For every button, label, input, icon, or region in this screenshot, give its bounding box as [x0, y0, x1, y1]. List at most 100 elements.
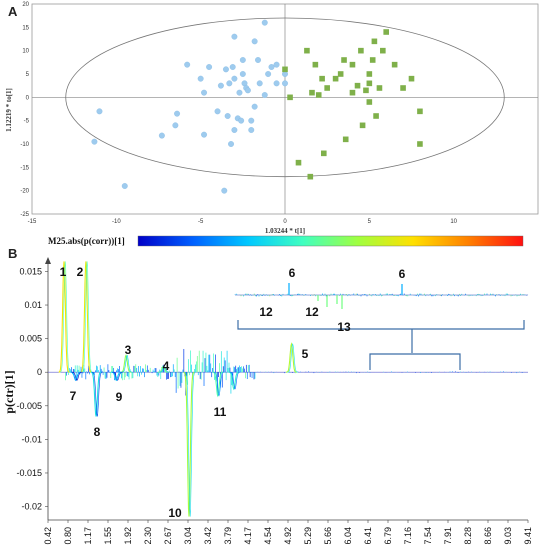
point-blue-39	[221, 187, 228, 194]
peak-label-3: 3	[125, 343, 132, 357]
panel-b-axes	[45, 257, 528, 521]
point-blue-6	[184, 61, 191, 68]
point-green-10	[324, 85, 330, 91]
point-blue-15	[226, 80, 233, 87]
peak-label-1: 1	[60, 265, 67, 279]
panel-a-axes	[32, 4, 538, 214]
point-blue-29	[248, 117, 255, 124]
b-ytick-label: -0.015	[16, 468, 42, 478]
b-xtick-label: 2.30	[143, 527, 153, 545]
inset-label: 6	[399, 267, 406, 281]
peak-2	[80, 261, 92, 373]
point-blue-33	[255, 57, 261, 63]
a-ytick-label: -5	[24, 119, 30, 125]
point-blue-25	[239, 71, 246, 77]
a-ytick-label: -10	[20, 142, 29, 148]
b-xtick-label: 9.03	[503, 527, 513, 545]
point-blue-19	[231, 75, 238, 82]
b-xtick-label: 1.92	[123, 527, 133, 545]
panel-a-xlabel: 1.03244 * t[1]	[265, 227, 305, 235]
peak-label-13: 13	[337, 320, 351, 334]
b-yaxis-arrow	[45, 257, 51, 264]
peak-11	[212, 371, 224, 398]
panel-a-points	[91, 19, 423, 194]
panel-a-letter: A	[8, 4, 18, 19]
peak-shadow-8	[91, 371, 103, 417]
point-green-12	[337, 71, 344, 77]
peak-label-4: 4	[163, 359, 170, 373]
panel-b-trace	[58, 261, 526, 517]
point-blue-11	[214, 108, 221, 115]
point-blue-38	[273, 80, 280, 87]
panel-a-ticks: -15 -10 -5 0 5 10 -25 -20 -15 -10 -5 0 5 10 15 20	[20, 2, 457, 225]
point-blue-5	[174, 110, 181, 117]
point-blue-24	[239, 57, 246, 63]
a-xtick-label: 10	[450, 219, 457, 225]
point-green-3	[304, 47, 310, 54]
point-green-11	[332, 75, 339, 82]
a-ytick-label: 20	[22, 2, 29, 8]
panel-a-ylabel: 1.12219 * to[1]	[5, 88, 13, 132]
peak-labels: 1 2 3 4 5 7 8 9 10 11 13	[60, 265, 351, 520]
point-blue-34	[256, 80, 263, 87]
point-blue-4	[172, 122, 179, 129]
point-green-4	[307, 173, 314, 180]
point-green-27	[383, 29, 389, 35]
a-xtick-label: -5	[198, 219, 204, 225]
peak-label-7: 7	[70, 389, 77, 403]
colorbar-title: M25.abs(p(corr))[1]	[48, 236, 125, 246]
point-blue-18	[231, 33, 238, 40]
b-ytick-label: -0.02	[21, 502, 42, 512]
panel-b-letter: B	[8, 246, 17, 261]
inset-label: 6	[289, 266, 296, 280]
peak-8	[90, 371, 102, 417]
peak-shadow-1	[59, 261, 71, 373]
point-blue-32	[251, 103, 258, 110]
peak-3	[120, 354, 132, 373]
panel-b-ticks: 0.42 0.80 1.17 1.55 1.92 2.30 2.67 3.04 3.42 3.79…	[16, 266, 533, 544]
point-green-22	[369, 57, 376, 63]
peak-label-8: 8	[94, 425, 101, 439]
point-green-31	[417, 141, 423, 147]
point-green-0	[282, 66, 288, 73]
peak-shadow-7	[71, 371, 83, 381]
peak-shadow-3	[121, 354, 133, 373]
peak-shadow-12	[229, 371, 241, 390]
peak-5	[286, 342, 297, 373]
a-ytick-label: 15	[22, 25, 29, 31]
peak-label-5: 5	[302, 347, 309, 361]
point-green-1	[287, 94, 293, 101]
b-ytick-label: 0.01	[24, 300, 42, 310]
peak-label-11: 11	[214, 405, 227, 419]
point-blue-41	[273, 61, 280, 68]
point-green-6	[312, 61, 319, 68]
point-blue-3	[158, 132, 165, 139]
bracket-top	[237, 320, 525, 330]
point-green-19	[363, 87, 369, 94]
peak-12	[228, 371, 240, 391]
b-xtick-label: 2.67	[163, 527, 173, 545]
peak-shadow-11	[213, 371, 225, 397]
b-xtick-label: 4.17	[243, 527, 253, 545]
point-green-20	[366, 99, 373, 105]
point-green-8	[319, 75, 325, 82]
point-green-7	[315, 92, 322, 98]
point-green-24	[373, 113, 379, 119]
a-ytick-label: -15	[20, 165, 29, 171]
b-xtick-label: 7.16	[403, 527, 413, 545]
b-ytick-label: 0	[37, 367, 42, 377]
b-xtick-label: 1.17	[83, 527, 93, 545]
b-xtick-label: 8.28	[463, 527, 473, 545]
point-green-34	[391, 61, 398, 68]
peak-label-9: 9	[116, 390, 123, 404]
point-blue-7	[197, 75, 204, 82]
b-xtick-label: 3.79	[223, 527, 233, 545]
peak-shadow-5	[287, 342, 298, 373]
point-blue-17	[229, 64, 236, 70]
point-blue-36	[265, 71, 272, 77]
point-green-15	[349, 89, 356, 96]
colorbar	[137, 235, 524, 247]
a-ytick-label: 5	[26, 72, 30, 78]
confidence-ellipse	[65, 17, 505, 178]
